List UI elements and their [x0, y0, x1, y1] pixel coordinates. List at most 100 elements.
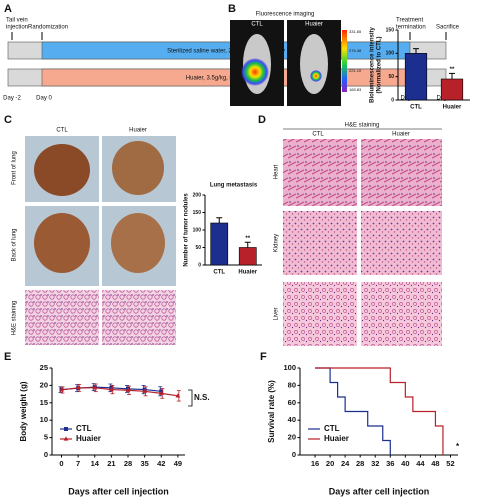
- y-tick-label: 15: [40, 398, 48, 407]
- y-axis-label: Number of tumor nodules: [184, 193, 190, 267]
- x-tick-label: 35: [140, 459, 148, 468]
- colorbar-label: 331.65: [349, 29, 362, 34]
- marker: [125, 387, 131, 392]
- lung: [34, 144, 90, 196]
- row-label: Liver: [274, 307, 280, 320]
- image: [361, 139, 442, 206]
- marker: [75, 385, 81, 390]
- legend-label: CTL: [76, 424, 92, 433]
- signal: [310, 70, 322, 82]
- x-tick-label: 28: [356, 459, 364, 468]
- y-tick-label: 100: [386, 51, 395, 57]
- bar: [238, 247, 257, 266]
- x-tick-label: 14: [91, 459, 100, 468]
- survival-line: [315, 367, 444, 455]
- y-tick-label: 40: [288, 415, 296, 424]
- x-tick-label: 44: [416, 459, 425, 468]
- row-label: Back of lung: [12, 228, 18, 261]
- x-tick-label: 42: [157, 459, 165, 468]
- image: [25, 290, 99, 345]
- bar: [210, 222, 229, 266]
- y-axis-label: Bioluminescence intensity: [370, 27, 376, 103]
- x-tick-label: CTL: [410, 105, 422, 111]
- y-tick-label: 150: [193, 210, 202, 216]
- event-label: Randomization: [28, 25, 68, 31]
- x-tick-label: 0: [59, 459, 63, 468]
- event-label: termination: [396, 25, 426, 31]
- x-tick-label: 52: [446, 459, 454, 468]
- colorbar-label: 276.38: [349, 48, 362, 53]
- event-label: Sacrifice: [436, 25, 460, 31]
- imaging-title: Fluorescence imaging: [256, 12, 315, 18]
- group-label: Huaier, 3.5g/kg, i.g. once daily: [186, 76, 266, 82]
- y-tick-label: 100: [193, 227, 202, 233]
- row-label: Front of lung: [12, 151, 18, 185]
- y-tick-label: 20: [288, 433, 296, 442]
- lung: [111, 213, 165, 273]
- he-title: H&E staining: [345, 123, 380, 129]
- panel-label: E: [4, 351, 11, 363]
- panel-label: B: [228, 3, 236, 15]
- image-label: Huaier: [305, 22, 323, 28]
- x-tick-label: 48: [431, 459, 439, 468]
- x-tick-label: 24: [341, 459, 350, 468]
- y-tick-label: 20: [40, 380, 48, 389]
- x-tick-label: 49: [174, 459, 182, 468]
- image: [361, 211, 442, 275]
- x-axis-label: Days after cell injection: [68, 486, 169, 496]
- day-label: Day -2: [3, 96, 21, 102]
- column-label: CTL: [312, 132, 324, 138]
- y-tick-label: 150: [386, 27, 395, 33]
- colorbar: [342, 30, 347, 92]
- legend-label: Huaier: [324, 434, 349, 443]
- annotation: **: [245, 236, 250, 242]
- y-axis-label: Body weight (g): [19, 381, 28, 441]
- x-tick-label: 32: [371, 459, 379, 468]
- marker: [142, 388, 148, 393]
- y-tick-label: 0: [292, 450, 296, 459]
- y-tick-label: 5: [44, 433, 48, 442]
- column-label: CTL: [56, 128, 68, 134]
- he-images: H&E staining CTL Huaier Heart Kidney Liv…: [274, 123, 442, 346]
- chart-title: Lung metastasis: [210, 183, 258, 189]
- y-tick-label: 60: [288, 398, 296, 407]
- panel-label: A: [4, 3, 12, 15]
- event-label: injection: [6, 25, 28, 31]
- x-tick-label: 28: [124, 459, 132, 468]
- x-tick-label: Huaier: [238, 270, 257, 276]
- x-tick-label: 20: [326, 459, 334, 468]
- legend-label: Huaier: [76, 434, 101, 443]
- x-axis-label: Days after cell injection: [329, 486, 430, 496]
- legend-marker: [64, 427, 68, 431]
- y-tick-label: 80: [288, 380, 296, 389]
- image-label: CTL: [251, 22, 263, 28]
- x-tick-label: 21: [107, 459, 115, 468]
- y-tick-label: 10: [40, 415, 48, 424]
- marker: [175, 393, 181, 398]
- y-tick-label: 0: [44, 450, 48, 459]
- x-tick-label: 7: [76, 459, 80, 468]
- x-tick-label: 36: [386, 459, 394, 468]
- y-tick-label: 100: [283, 363, 296, 372]
- column-label: Huaier: [129, 128, 147, 134]
- group-label: Sterilized saline water, 200 µl, i.g. on…: [167, 49, 285, 55]
- row-label: H&E staining: [12, 301, 18, 336]
- y-tick-label: 200: [193, 192, 202, 198]
- lung: [112, 141, 164, 195]
- x-tick-label: Huaier: [443, 105, 462, 111]
- series-line: [61, 387, 178, 397]
- x-tick-label: 16: [311, 459, 319, 468]
- x-tick-label: 40: [401, 459, 409, 468]
- event-label: Tail vein: [6, 18, 28, 24]
- colorbar-label: 221.10: [349, 68, 362, 73]
- marker: [92, 385, 98, 390]
- y-tick-label: 25: [40, 363, 48, 372]
- y-tick-label: 50: [388, 74, 394, 80]
- panel-label: C: [4, 114, 12, 126]
- day-label: Day 0: [36, 96, 52, 102]
- mouse: [300, 34, 328, 94]
- marker: [108, 386, 114, 392]
- lung-images: CTL Huaier Front of lung Back of lung H&…: [12, 128, 176, 345]
- row-label: Heart: [274, 164, 280, 179]
- panel-label: F: [260, 351, 267, 363]
